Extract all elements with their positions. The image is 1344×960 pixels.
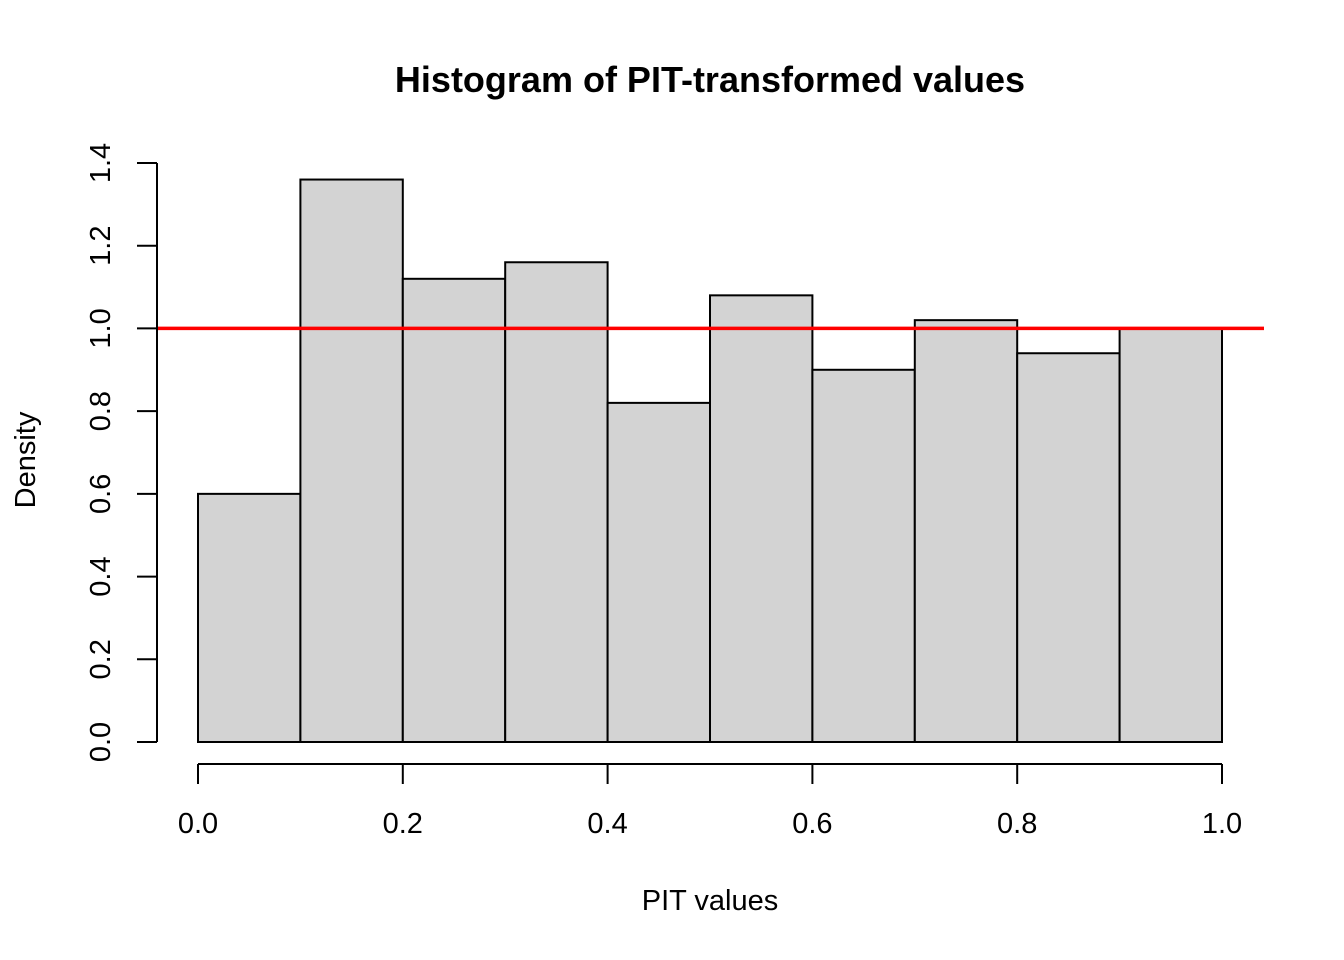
histogram-bar (913, 319, 1019, 743)
y-tick-label: 0.2 (85, 639, 117, 679)
histogram-bar (1118, 327, 1223, 743)
x-tick-label: 1.0 (1202, 808, 1242, 840)
y-tick-label: 0.8 (85, 391, 117, 431)
chart-title: Histogram of PIT-transformed values (395, 59, 1025, 100)
histogram-bar (811, 368, 916, 743)
y-tick-label: 0.6 (85, 474, 117, 514)
histogram-bar (1016, 352, 1121, 743)
x-tick-label: 0.4 (587, 808, 627, 840)
histogram-bar (606, 401, 711, 743)
histogram-bar (709, 294, 814, 743)
histogram-bar (299, 178, 404, 744)
y-axis-label: Density (10, 411, 42, 508)
y-tick-label: 1.0 (85, 308, 117, 348)
x-tick-label: 0.6 (792, 808, 832, 840)
x-axis: 0.0 0.2 0.4 0.6 0.8 1.0 (178, 763, 1242, 840)
x-tick-label: 0.2 (383, 808, 423, 840)
y-tick-label: 0.4 (85, 556, 117, 596)
histogram-bar (504, 261, 609, 743)
x-axis-label: PIT values (642, 885, 778, 917)
y-tick-label: 1.4 (85, 143, 117, 183)
x-tick-label: 0.8 (997, 808, 1037, 840)
histogram-bar (401, 277, 507, 743)
x-tick-label: 0.0 (178, 808, 218, 840)
y-tick-label: 1.2 (85, 226, 117, 266)
y-axis: 0.0 0.2 0.4 0.6 0.8 1.0 1.2 1.4 (85, 143, 158, 762)
y-tick-label: 0.0 (85, 722, 117, 762)
histogram-bar (197, 492, 302, 743)
bars-group (197, 178, 1223, 744)
